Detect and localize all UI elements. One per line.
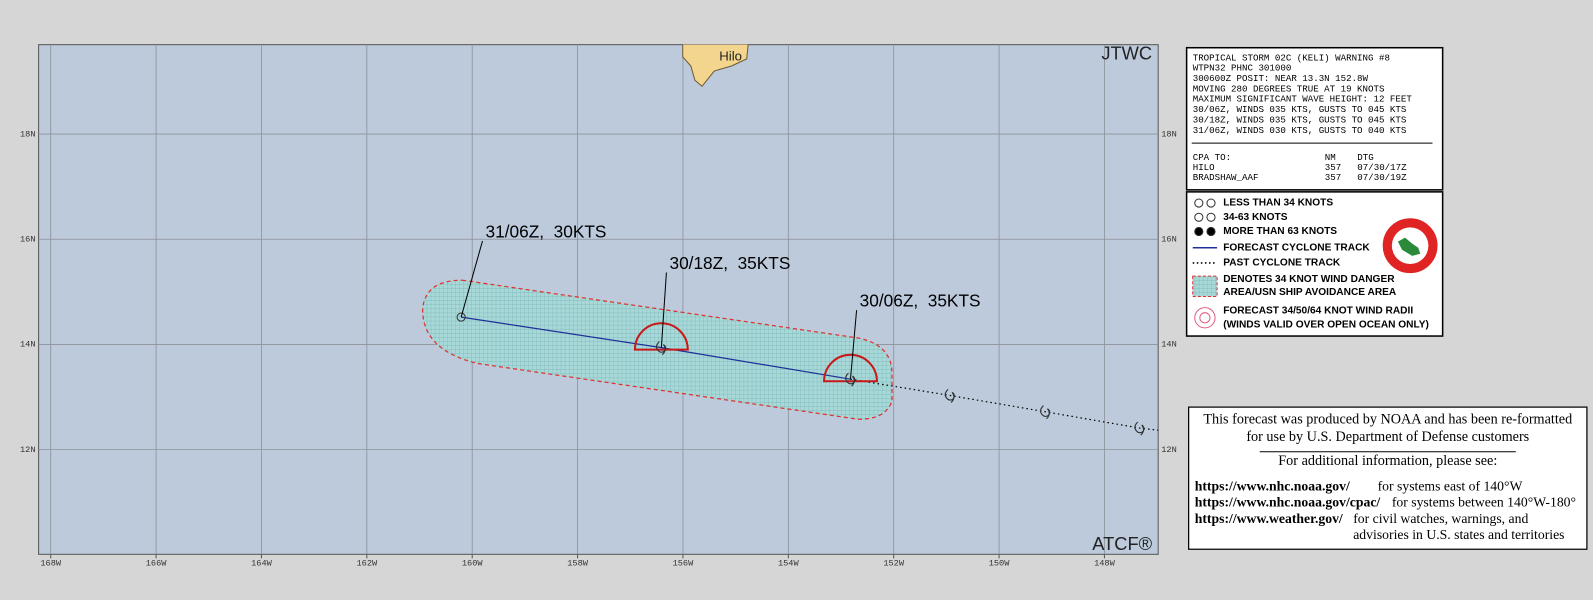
warning-line: 300600Z POSIT: NEAR 13.3N 152.8W (1193, 73, 1369, 84)
lat-label: 12N (20, 445, 36, 455)
lon-label: 160W (462, 559, 484, 569)
legend-item: LESS THAN 34 KNOTS (1223, 198, 1333, 209)
legend-item: MORE THAN 63 KNOTS (1223, 226, 1337, 237)
link-url[interactable]: https://www.nhc.noaa.gov/ (1195, 478, 1350, 493)
disclaimer-heading: For additional information, please see: (1278, 453, 1497, 469)
lon-label: 162W (356, 559, 378, 569)
forecast-label: 30/18Z, 35KTS (669, 253, 790, 273)
legend-symbol (1194, 226, 1204, 237)
legend-symbol (1192, 275, 1218, 297)
forecast-position (845, 372, 856, 387)
disclaimer-line: This forecast was produced by NOAA and h… (1203, 412, 1572, 428)
link-description: for civil watches, warnings, and (1353, 511, 1528, 526)
legend-item: (WINDS VALID OVER OPEN OCEAN ONLY) (1223, 320, 1429, 331)
lon-label: 164W (251, 559, 273, 569)
warning-line: MOVING 280 DEGREES TRUE AT 19 KNOTS (1193, 83, 1385, 94)
legend-symbol (1194, 307, 1216, 329)
link-description: for systems between 140°W-180° (1392, 495, 1576, 510)
legend-symbol (1194, 212, 1204, 222)
land (682, 44, 749, 88)
footer-text: ATCF® (1092, 533, 1152, 554)
logo-text: JTWC (1101, 43, 1152, 64)
forecast-position (655, 341, 667, 356)
cpa-header: DTG (1357, 152, 1373, 163)
past-position (944, 388, 955, 403)
cpa-cell: 357 (1325, 172, 1341, 183)
lat-label: 16N (1161, 235, 1177, 245)
legend-symbol (1194, 198, 1204, 208)
legend-item: PAST CYCLONE TRACK (1223, 258, 1341, 269)
lat-label: 14N (20, 340, 36, 350)
annotations: 30/06Z, 35KTS 30/18Z, 35KTS 31/06Z, 30KTS (460, 221, 981, 380)
disclaimer-line: advisories in U.S. states and territorie… (1353, 527, 1564, 542)
past-track (850, 378, 1159, 431)
disclaimer-line: for use by U.S. Department of Defense cu… (1246, 429, 1529, 445)
warning-line: 30/18Z, WINDS 035 KTS, GUSTS TO 045 KTS (1193, 114, 1407, 125)
lon-label: 148W (1094, 559, 1116, 569)
place-label: Hilo (719, 48, 742, 63)
link-url[interactable]: https://www.weather.gov/ (1195, 511, 1343, 526)
legend-symbol (1206, 212, 1216, 222)
legend-item: AREA/USN SHIP AVOIDANCE AREA (1223, 287, 1397, 298)
legend-symbol (1206, 226, 1216, 237)
lon-label: 168W (40, 559, 62, 569)
leader-line (849, 310, 858, 380)
logo-seal (1380, 216, 1440, 276)
lon-label: 154W (778, 559, 800, 569)
link-description: for systems east of 140°W (1378, 478, 1523, 493)
leader-line (660, 272, 667, 348)
warning-text: TROPICAL STORM 02C (KELI) WARNING #8WTPN… (1193, 52, 1413, 183)
seal-map (1397, 237, 1421, 256)
forecast-position (456, 312, 466, 322)
lon-label: 166W (146, 559, 168, 569)
cpa-cell: 07/30/19Z (1357, 172, 1407, 183)
legend-symbol (1199, 312, 1211, 324)
lon-label: 156W (673, 559, 695, 569)
past-position (1040, 405, 1051, 420)
legend-item: 34-63 KNOTS (1223, 212, 1288, 223)
link-url[interactable]: https://www.nhc.noaa.gov/cpac/ (1195, 495, 1381, 510)
legend-item: DENOTES 34 KNOT WIND DANGER (1223, 274, 1395, 285)
cpa-header: NM (1325, 152, 1336, 163)
legend-item: FORECAST 34/50/64 KNOT WIND RADII (1223, 305, 1413, 316)
warning-line: WTPN32 PHNC 301000 (1193, 63, 1292, 74)
warning-line: MAXIMUM SIGNIFICANT WAVE HEIGHT: 12 FEET (1193, 94, 1413, 105)
cpa-cell: BRADSHAW_AAF (1193, 172, 1259, 183)
lon-label: 158W (567, 559, 589, 569)
cpa-header: CPA TO: (1193, 152, 1231, 163)
forecast-label: 31/06Z, 30KTS (486, 221, 607, 241)
lat-label: 16N (20, 235, 36, 245)
lat-label: 12N (1161, 445, 1177, 455)
leader-line (460, 240, 483, 318)
lon-label: 152W (883, 559, 905, 569)
lat-label: 14N (1161, 340, 1177, 350)
island (682, 44, 749, 88)
lat-label: 18N (20, 129, 36, 139)
disclaimer: This forecast was produced by NOAA and h… (1195, 412, 1576, 543)
legend-symbol (1206, 198, 1216, 208)
warning-box (1185, 46, 1444, 191)
disclaimer-box (1188, 406, 1588, 550)
cpa-cell: 357 (1325, 162, 1341, 173)
legend-item: FORECAST CYCLONE TRACK (1223, 242, 1370, 253)
cpa-cell: 07/30/17Z (1357, 162, 1407, 173)
warning-line: 30/06Z, WINDS 035 KTS, GUSTS TO 045 KTS (1193, 104, 1407, 115)
warning-line: 31/06Z, WINDS 030 KTS, GUSTS TO 040 KTS (1193, 125, 1407, 136)
legend: LESS THAN 34 KNOTS 34-63 KNOTS MORE THAN 6… (1192, 198, 1429, 331)
lat-label: 18N (1161, 129, 1177, 139)
cpa-cell: HILO (1193, 162, 1215, 173)
lon-label: 150W (989, 559, 1011, 569)
past-position (1134, 421, 1145, 436)
forecast-label: 30/06Z, 35KTS (860, 291, 981, 311)
warning-line: TROPICAL STORM 02C (KELI) WARNING #8 (1193, 52, 1390, 63)
grid (38, 44, 1159, 555)
